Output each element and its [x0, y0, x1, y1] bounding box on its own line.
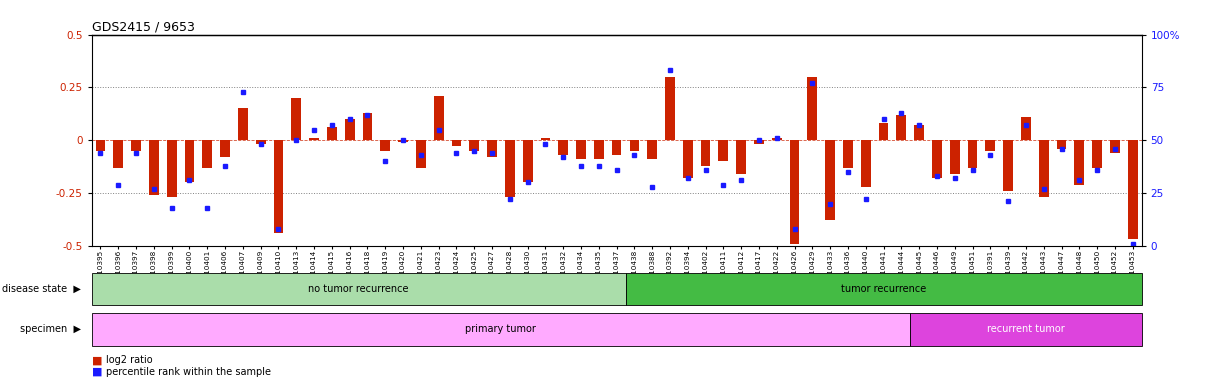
Text: log2 ratio: log2 ratio [106, 355, 153, 365]
Bar [416, 140, 426, 168]
Bar [92, 273, 625, 305]
Text: no tumor recurrence: no tumor recurrence [308, 284, 409, 294]
Bar [487, 140, 497, 157]
Bar [131, 140, 140, 151]
Bar [861, 140, 871, 187]
Bar [541, 138, 551, 140]
Bar [1021, 117, 1031, 140]
Bar [593, 140, 603, 159]
Bar [736, 140, 746, 174]
Bar [433, 96, 443, 140]
Bar [683, 140, 692, 178]
Bar [1004, 140, 1013, 191]
Bar [915, 126, 924, 140]
Bar [114, 140, 123, 168]
Bar [558, 140, 568, 155]
Bar [238, 109, 248, 140]
Bar [842, 140, 852, 168]
Text: recurrent tumor: recurrent tumor [987, 324, 1065, 334]
Bar [363, 113, 372, 140]
Bar [701, 140, 711, 166]
Bar [807, 77, 817, 140]
Text: tumor recurrence: tumor recurrence [841, 284, 927, 294]
Bar [612, 140, 621, 155]
Bar [469, 140, 479, 151]
Bar [149, 140, 159, 195]
Bar [95, 140, 105, 151]
Bar [1039, 140, 1049, 197]
Bar [825, 140, 835, 220]
Bar [344, 119, 354, 140]
Bar [398, 140, 408, 142]
Bar [292, 98, 302, 140]
Bar [968, 140, 978, 168]
Bar [772, 138, 781, 140]
Bar [1056, 140, 1066, 149]
Bar [665, 77, 675, 140]
Bar [309, 138, 319, 140]
Text: GDS2415 / 9653: GDS2415 / 9653 [92, 20, 194, 33]
Bar [879, 123, 889, 140]
Text: specimen  ▶: specimen ▶ [20, 324, 81, 334]
Text: ■: ■ [92, 367, 103, 377]
Bar [985, 140, 995, 151]
Bar [1128, 140, 1138, 240]
Bar [790, 140, 800, 244]
Bar [911, 313, 1142, 346]
Bar [950, 140, 960, 174]
Bar [203, 140, 212, 168]
Bar [220, 140, 230, 157]
Bar [327, 127, 337, 140]
Bar [896, 115, 906, 140]
Text: percentile rank within the sample: percentile rank within the sample [106, 367, 271, 377]
Bar [184, 140, 194, 182]
Bar [92, 313, 911, 346]
Text: disease state  ▶: disease state ▶ [2, 284, 81, 294]
Bar [452, 140, 462, 147]
Bar [255, 140, 265, 144]
Bar [381, 140, 391, 151]
Bar [755, 140, 764, 144]
Bar [1093, 140, 1103, 168]
Text: primary tumor: primary tumor [465, 324, 536, 334]
Bar [523, 140, 532, 182]
Bar [167, 140, 177, 197]
Bar [1074, 140, 1084, 185]
Bar [630, 140, 640, 151]
Bar [1110, 140, 1120, 153]
Bar [718, 140, 728, 161]
Bar [647, 140, 657, 159]
Bar [625, 273, 1142, 305]
Bar [505, 140, 515, 197]
Bar [274, 140, 283, 233]
Bar [932, 140, 941, 178]
Text: ■: ■ [92, 355, 103, 365]
Bar [576, 140, 586, 159]
